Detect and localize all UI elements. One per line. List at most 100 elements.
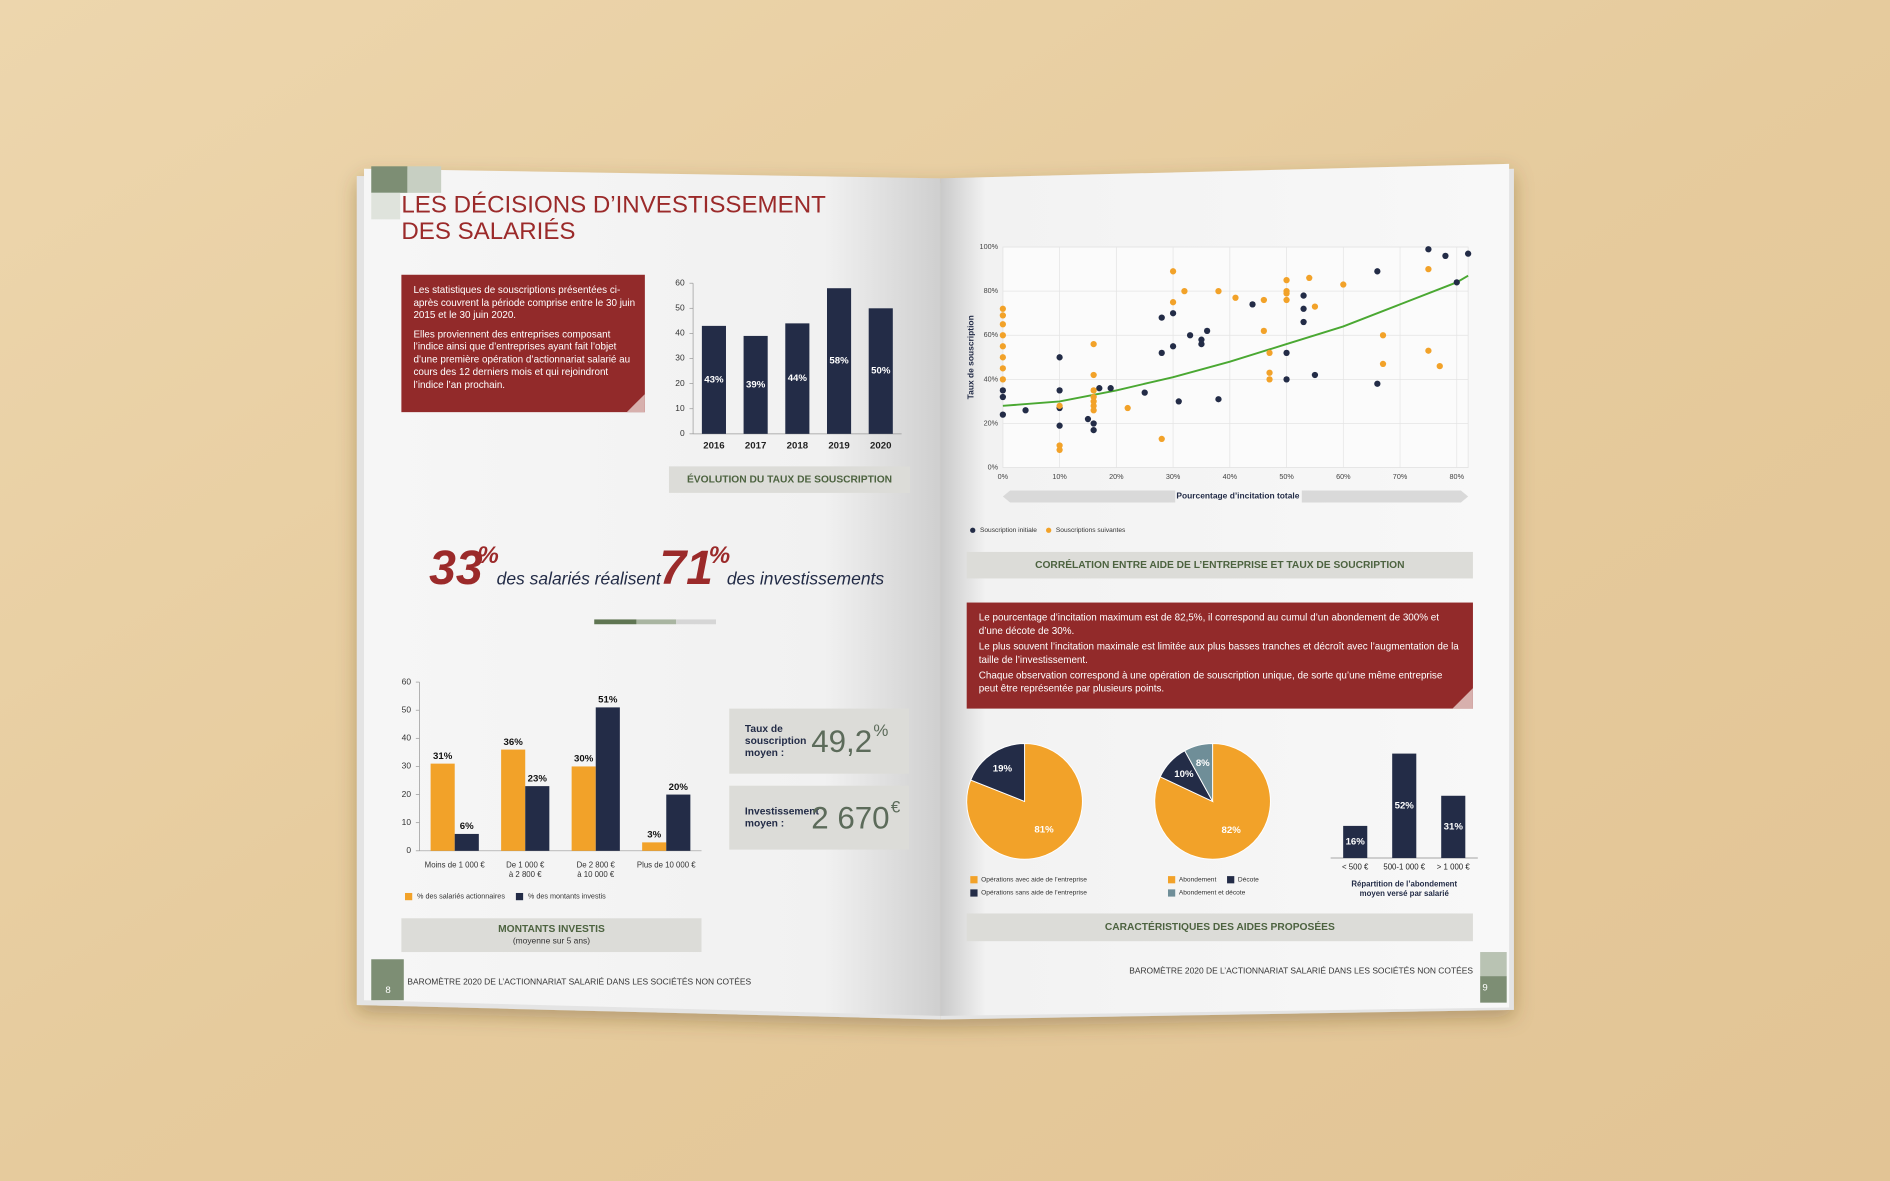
point bbox=[1169, 310, 1177, 317]
legend-swatch bbox=[1227, 876, 1235, 884]
point bbox=[1056, 402, 1063, 409]
point bbox=[1379, 332, 1387, 339]
y-tick-label: 60 bbox=[402, 676, 412, 686]
point bbox=[1056, 422, 1063, 429]
point bbox=[1374, 380, 1381, 387]
point bbox=[1283, 276, 1290, 284]
value-label: 23% bbox=[528, 773, 548, 784]
x-tick-label: Moins de 1 000 € bbox=[425, 860, 486, 869]
x-tick-label: Plus de 10 000 € bbox=[637, 860, 696, 869]
chart-title: Répartition de l’abondement bbox=[1351, 880, 1457, 889]
point bbox=[1056, 387, 1063, 394]
bar bbox=[595, 707, 620, 851]
point bbox=[1090, 402, 1097, 409]
kpi-value: 49,2 bbox=[811, 724, 872, 759]
pie-slice bbox=[1154, 743, 1271, 860]
legend-label: Abondement bbox=[1179, 876, 1217, 883]
point bbox=[999, 305, 1006, 312]
point bbox=[1158, 314, 1165, 321]
x-tick-label: 40% bbox=[1223, 472, 1238, 481]
point bbox=[1084, 415, 1092, 423]
paragraph: Le plus souvent l’incitation maximale es… bbox=[978, 641, 1459, 665]
plot-area bbox=[1002, 246, 1469, 468]
caption-box bbox=[966, 913, 1473, 942]
point bbox=[1300, 305, 1307, 312]
point bbox=[999, 354, 1006, 361]
caption-box bbox=[966, 551, 1473, 579]
kpi-box bbox=[729, 708, 909, 774]
paragraph: Le pourcentage d’incitation maximum est … bbox=[978, 612, 1440, 636]
page-number: 9 bbox=[1482, 983, 1487, 994]
legend-label: Opérations sans aide de l’entreprise bbox=[981, 890, 1087, 897]
divider bbox=[636, 619, 677, 625]
value-label: 20% bbox=[669, 782, 689, 793]
legend-label: Abondement et décote bbox=[1179, 890, 1246, 897]
kpi-label: moyen : bbox=[745, 748, 784, 759]
caption-box bbox=[668, 466, 911, 493]
fold-corner bbox=[626, 394, 645, 413]
note-paragraphs: Le pourcentage d’incitation maximum est … bbox=[979, 612, 1464, 695]
value-label: 30% bbox=[574, 754, 594, 765]
point bbox=[1374, 268, 1381, 275]
point bbox=[1300, 292, 1307, 299]
chart-title: ÉVOLUTION DU TAUX DE SOUSCRIPTION bbox=[687, 472, 892, 485]
deco-square bbox=[1480, 976, 1507, 1003]
point bbox=[1090, 420, 1097, 427]
x-tick-label: 2016 bbox=[703, 440, 724, 451]
chart-title: moyen versé par salarié bbox=[1360, 889, 1450, 898]
y-tick-label: 0 bbox=[406, 845, 411, 855]
kpi-label: Taux de bbox=[745, 724, 783, 735]
value-label: 43% bbox=[704, 374, 724, 385]
page-title: DES SALARIÉS bbox=[401, 218, 575, 245]
legend-swatch bbox=[1167, 876, 1176, 884]
value-label: 19% bbox=[993, 763, 1013, 774]
value-label: 39% bbox=[746, 379, 766, 390]
value-label: 81% bbox=[1034, 825, 1054, 836]
headline: 33 % des salariés réalisent 71 % des inv… bbox=[429, 541, 884, 595]
y-tick-label: 20 bbox=[402, 789, 412, 799]
value-label: 82% bbox=[1222, 825, 1242, 836]
bar bbox=[868, 308, 893, 434]
point bbox=[1158, 349, 1165, 357]
point bbox=[1464, 250, 1472, 257]
point bbox=[1186, 332, 1194, 339]
x-tick-label: 2018 bbox=[787, 440, 809, 451]
value-label: 6% bbox=[460, 821, 474, 832]
x-tick-label: à 10 000 € bbox=[577, 870, 615, 879]
note-text: Le pourcentage d’incitation maximum est … bbox=[979, 612, 1464, 695]
point bbox=[1425, 246, 1432, 253]
y-tick-label: 50 bbox=[402, 704, 412, 714]
headline-text: des investissements bbox=[727, 568, 885, 588]
deco-square bbox=[371, 959, 404, 1001]
bar bbox=[743, 335, 768, 434]
headline-unit: % bbox=[709, 542, 730, 569]
legend-swatch bbox=[405, 892, 413, 901]
divider bbox=[676, 619, 716, 625]
bar bbox=[430, 763, 455, 851]
headline-unit: % bbox=[477, 542, 498, 569]
point bbox=[999, 343, 1006, 350]
x-tick-label: 70% bbox=[1393, 472, 1408, 481]
point bbox=[999, 312, 1006, 319]
point bbox=[1107, 385, 1114, 392]
legend-label: Décote bbox=[1238, 876, 1259, 883]
deco-square bbox=[1480, 952, 1507, 977]
point bbox=[1283, 296, 1290, 304]
legend-label: Opérations avec aide de l’entreprise bbox=[981, 876, 1087, 883]
point bbox=[1056, 446, 1063, 454]
y-tick-label: 60% bbox=[984, 330, 999, 339]
paragraph: Les statistiques de souscriptions présen… bbox=[413, 284, 636, 321]
y-tick-label: 30 bbox=[675, 353, 685, 363]
x-tick-label: 2017 bbox=[745, 440, 766, 451]
point bbox=[1260, 296, 1267, 304]
point bbox=[1022, 407, 1029, 414]
point bbox=[1124, 404, 1131, 412]
page-title: LES DÉCISIONS D’INVESTISSEMENT bbox=[401, 191, 826, 218]
divider bbox=[594, 619, 637, 625]
point bbox=[999, 365, 1006, 372]
point bbox=[1266, 349, 1273, 357]
point bbox=[1056, 354, 1063, 361]
paragraph: Elles proviennent des entreprises compos… bbox=[413, 328, 631, 390]
point bbox=[1203, 327, 1211, 334]
